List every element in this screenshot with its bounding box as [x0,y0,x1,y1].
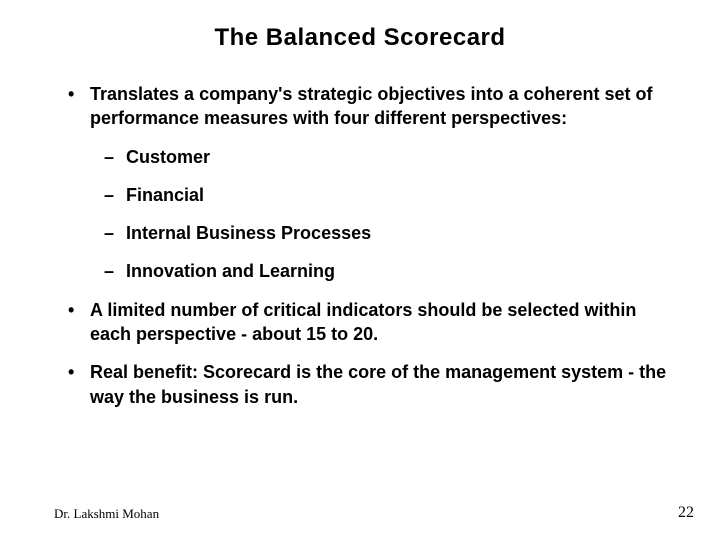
bullet-text-0: Translates a company's strategic objecti… [90,84,652,128]
slide-title: The Balanced Scorecard [40,24,680,52]
page-number: 22 [678,504,694,522]
bullet-item-1: A limited number of critical indicators … [68,298,680,347]
sub-item-0-0: Customer [104,145,680,169]
bullet-item-0: Translates a company's strategic objecti… [68,82,680,284]
sub-item-0-3: Innovation and Learning [104,259,680,283]
sub-item-0-1: Financial [104,183,680,207]
sub-item-0-2: Internal Business Processes [104,221,680,245]
footer-author: Dr. Lakshmi Mohan [54,506,159,522]
sub-list-0: Customer Financial Internal Business Pro… [90,145,680,284]
bullet-item-2: Real benefit: Scorecard is the core of t… [68,360,680,409]
bullet-text-2: Real benefit: Scorecard is the core of t… [90,362,666,406]
bullet-list: Translates a company's strategic objecti… [40,82,680,409]
bullet-text-1: A limited number of critical indicators … [90,300,636,344]
